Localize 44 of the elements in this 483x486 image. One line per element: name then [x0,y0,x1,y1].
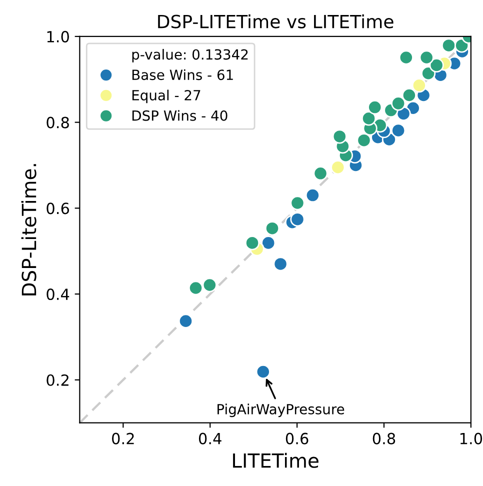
point [178,314,194,328]
point [429,58,444,72]
legend-label: Equal - 27 [132,90,200,104]
point [402,88,416,103]
point [290,196,305,210]
point [313,166,328,181]
point [356,133,372,148]
y-tick-label: 0.6 [46,202,70,214]
y-tick-label: 1.0 [47,30,69,42]
point [421,66,436,81]
point [398,50,414,65]
point [264,221,280,236]
y-axis-title: DSP-LiteTime. [21,164,36,296]
x-axis-title: LITETime [233,452,318,468]
point [419,50,434,65]
point [441,38,456,53]
point [202,278,217,292]
x-tick-label: 0.8 [372,432,396,444]
x-tick-label: 0.2 [112,432,134,444]
point [412,78,426,93]
point [391,123,406,138]
legend-label: Base Wins - 61 [132,69,233,80]
y-tick-label: 0.2 [46,374,68,386]
annotation: p-value: 0.13342 [132,48,248,62]
point [290,212,305,227]
y-tick-label: 0.8 [46,116,69,128]
point [305,188,320,203]
annotation: PigAirWayPressure [218,404,344,418]
legend-label: DSP Wins - 40 [132,110,228,121]
y-tick-label: 0.4 [46,288,70,300]
x-tick-label: 0.4 [198,432,222,444]
chart-title: DSP-LITETime vs LITETime [158,14,394,28]
point [368,100,382,115]
point [261,236,276,250]
point [188,280,204,296]
x-tick-label: 0.6 [286,432,308,444]
point [273,256,288,272]
point [361,111,376,126]
x-tick-label: 1.0 [460,432,482,444]
point [244,236,260,250]
point [332,129,347,144]
point [330,160,346,175]
point [391,96,406,111]
point [256,364,270,380]
